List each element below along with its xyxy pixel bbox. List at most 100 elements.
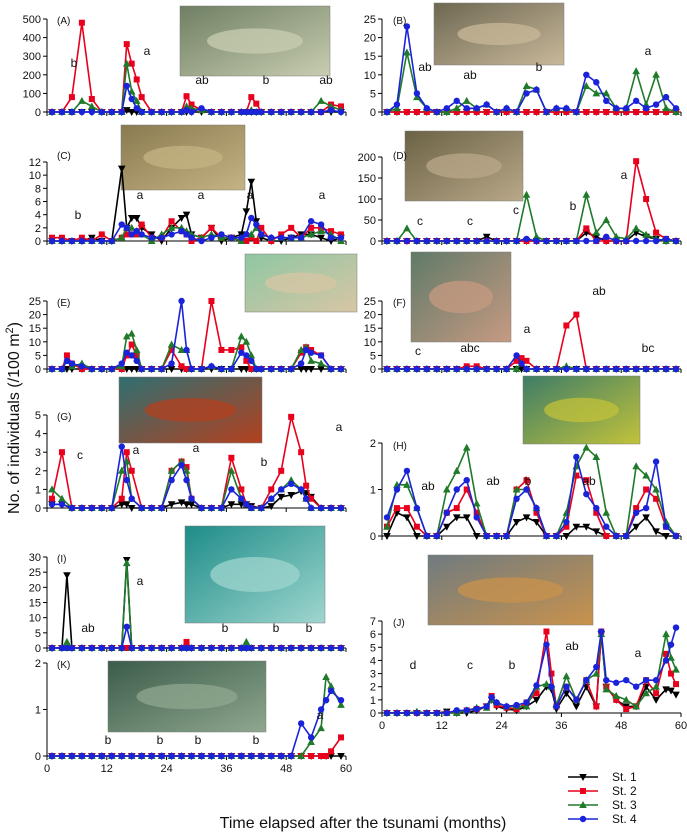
data-point	[248, 644, 255, 652]
data-point	[652, 485, 660, 493]
data-point	[307, 349, 315, 356]
photo-c	[120, 124, 246, 191]
data-point	[182, 211, 191, 219]
data-point	[307, 218, 315, 225]
data-point	[58, 237, 66, 245]
panel-g: 0 1 2 3 4 5 (G) c a a b a	[35, 376, 347, 515]
data-point	[307, 366, 315, 373]
panel-h: 0 1 2 (H) ab ab b ab	[370, 375, 682, 543]
y-tick-label: 5	[370, 88, 376, 100]
data-point	[248, 94, 255, 101]
y-tick-label: 6	[370, 629, 376, 641]
data-point	[88, 108, 96, 116]
data-point	[183, 106, 190, 114]
y-tick-label: 20	[29, 310, 41, 322]
data-point	[593, 365, 600, 373]
data-point	[48, 237, 56, 245]
y-tick-label: 200	[23, 70, 41, 82]
data-point	[383, 514, 391, 521]
y-tick-label: 1	[35, 705, 41, 717]
data-point	[198, 504, 205, 512]
data-point	[228, 486, 235, 493]
significance-letter: b	[157, 733, 164, 747]
data-point	[317, 234, 325, 242]
y-tick-label: 5	[35, 410, 41, 422]
data-point	[383, 709, 391, 717]
data-point	[337, 504, 345, 512]
data-point	[58, 494, 66, 502]
data-point	[198, 105, 205, 112]
data-point	[622, 237, 630, 245]
data-point	[642, 689, 650, 697]
data-point	[413, 504, 421, 512]
data-point	[183, 93, 190, 100]
data-point	[108, 237, 115, 245]
legend-entry-3: St. 3	[568, 798, 637, 812]
x-tick-label: 48	[615, 720, 627, 732]
data-point	[472, 499, 481, 507]
data-point	[563, 518, 570, 526]
data-point	[308, 753, 315, 759]
series-line	[51, 625, 342, 649]
data-point	[98, 504, 106, 512]
data-point	[598, 628, 605, 635]
data-point	[118, 360, 125, 367]
panel-label: (H)	[393, 441, 407, 452]
y-tick-label: 15	[29, 598, 41, 610]
data-point	[512, 485, 521, 493]
data-point	[58, 449, 65, 456]
data-point	[158, 108, 165, 116]
data-point	[453, 97, 460, 105]
data-point	[78, 237, 86, 245]
data-point	[592, 452, 601, 460]
data-point	[483, 237, 490, 245]
data-point	[198, 752, 205, 760]
data-point	[307, 230, 315, 238]
data-point	[238, 644, 245, 652]
data-point	[592, 528, 601, 536]
legend-label: St. 3	[612, 798, 637, 812]
data-point	[593, 509, 600, 516]
data-point	[673, 681, 680, 688]
data-point	[253, 365, 260, 373]
photo-i	[184, 525, 326, 624]
data-point	[128, 495, 135, 502]
data-point	[63, 357, 71, 365]
data-point	[63, 352, 70, 359]
data-point	[98, 237, 106, 245]
data-point	[218, 346, 225, 353]
data-point	[642, 365, 650, 373]
y-tick-label: 4	[35, 210, 41, 222]
data-point	[582, 81, 591, 89]
data-point	[58, 752, 66, 760]
panel-label: (E)	[57, 298, 70, 309]
data-point	[132, 214, 141, 222]
data-point	[623, 706, 630, 713]
data-point	[117, 466, 126, 474]
data-point	[327, 234, 335, 241]
data-point	[443, 105, 450, 112]
significance-letter: bc	[642, 341, 655, 355]
data-point	[632, 683, 640, 690]
data-point	[613, 109, 620, 115]
data-point	[543, 108, 550, 116]
data-point	[533, 690, 540, 697]
legend-label: St. 2	[612, 784, 637, 798]
y-tick-label: 20	[29, 582, 41, 594]
y-tick-label: 200	[358, 152, 376, 164]
data-point	[542, 680, 551, 688]
data-point	[548, 670, 555, 677]
y-tick-label: 3	[370, 669, 376, 681]
data-point	[327, 753, 335, 760]
data-point	[652, 365, 660, 373]
data-point	[248, 214, 255, 222]
significance-letter: ab	[592, 284, 606, 298]
data-point	[488, 694, 495, 701]
significance-letter: c	[415, 344, 421, 358]
data-point	[603, 533, 610, 539]
y-tick-label: 1	[35, 484, 41, 496]
data-point	[573, 472, 580, 479]
data-point	[287, 365, 295, 373]
